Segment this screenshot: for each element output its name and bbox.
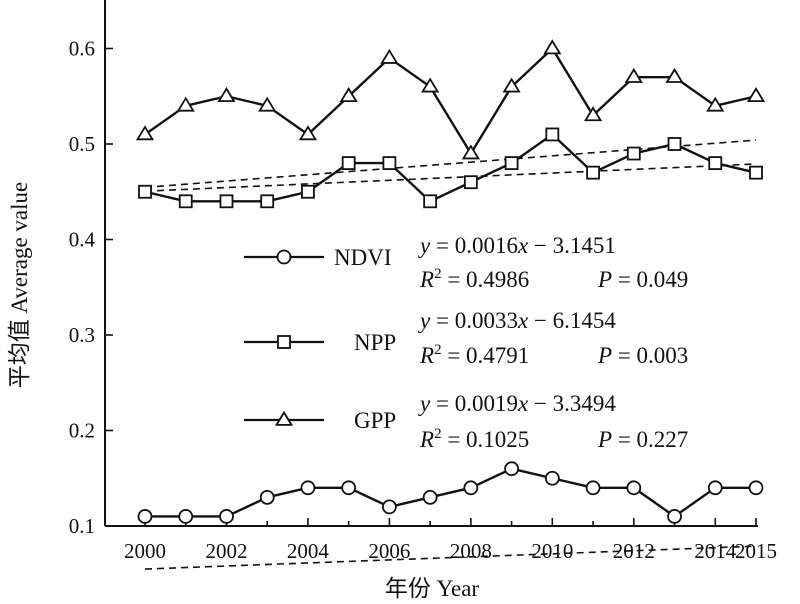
npp-point: [749, 165, 763, 180]
gpp-point: [176, 96, 195, 112]
gpp-point: [624, 67, 643, 83]
gpp-point: [461, 144, 480, 160]
gpp-point: [421, 77, 440, 93]
npp-point: [382, 156, 397, 171]
gpp-point: [339, 87, 358, 103]
ndvi-point: [667, 509, 682, 524]
x-tick-label: 2012: [613, 539, 655, 563]
x-axis-title: 年份 Year: [385, 576, 479, 601]
x-tick-label: 2015: [735, 539, 777, 563]
ndvi-point: [259, 489, 275, 505]
y-tick-label: 0.2: [69, 419, 95, 443]
npp-point: [708, 156, 723, 171]
x-tick-label: 2010: [531, 539, 573, 563]
x-tick-label: 2002: [205, 539, 247, 563]
ndvi-point: [137, 509, 153, 524]
npp-point: [463, 175, 478, 190]
gpp-equation: y = 0.0019x − 3.3494: [418, 391, 616, 416]
x-tick-label: 2000: [124, 539, 166, 563]
npp-point: [586, 165, 600, 180]
npp-point: [138, 184, 152, 199]
npp-point: [626, 146, 641, 161]
x-tick-label: 2008: [450, 539, 492, 563]
npp-point: [301, 184, 315, 199]
markers: [135, 39, 766, 524]
series-lines: [144, 47, 757, 518]
npp-point: [423, 194, 438, 209]
y-tick-label: 0.4: [69, 228, 96, 252]
npp-series-line: [144, 133, 757, 203]
ndvi-point: [748, 480, 764, 496]
gpp-point: [380, 48, 399, 64]
npp-legend-label: NPP: [354, 330, 396, 355]
ndvi-r2-p: R2 = 0.4986 P = 0.049: [419, 266, 688, 292]
gpp-point: [665, 67, 684, 83]
x-tick-label: 2014: [694, 539, 737, 563]
ndvi-point: [381, 499, 397, 515]
gpp-point: [135, 125, 155, 141]
ndvi-series-line: [145, 467, 756, 518]
gpp-point: [258, 96, 277, 112]
ndvi-trend-line: [144, 545, 757, 570]
gpp-series-line: [144, 47, 757, 155]
npp-equation: y = 0.0033x − 6.1454: [418, 308, 616, 333]
ndvi-point: [219, 509, 234, 524]
ndvi-point: [626, 480, 642, 496]
npp-point: [178, 194, 193, 209]
y-tick-label: 0.3: [69, 323, 95, 347]
ndvi-point: [463, 480, 479, 496]
ndvi-point: [178, 509, 194, 524]
y-tick-label: 0.5: [69, 132, 95, 156]
gpp-point: [746, 87, 766, 103]
gpp-point: [502, 77, 521, 93]
npp-r2-p: R2 = 0.4791 P = 0.003: [419, 342, 688, 368]
gpp-r2-p: R2 = 0.1025 P = 0.227: [419, 426, 688, 452]
ndvi-point: [544, 470, 560, 486]
npp-point: [341, 156, 356, 171]
gpp-point: [298, 125, 318, 141]
ndvi-point: [504, 461, 520, 477]
ndvi-equation: y = 0.0016x − 3.1451: [418, 233, 616, 258]
gpp-trend-line: [144, 163, 757, 192]
npp-point: [667, 137, 682, 151]
ndvi-legend-label: NDVI: [334, 245, 392, 270]
npp-legend-marker: [277, 335, 291, 349]
y-tick-label: 0.1: [69, 514, 95, 538]
npp-point: [545, 127, 560, 142]
gpp-point: [706, 96, 725, 112]
npp-point: [260, 194, 275, 209]
y-tick-label: 0.6: [69, 37, 95, 61]
ndvi-point: [341, 480, 357, 496]
gpp-point: [217, 87, 236, 103]
npp-point: [219, 194, 234, 209]
ndvi-legend-marker: [276, 249, 292, 265]
y-axis-title: 平均值 Average value: [7, 182, 32, 389]
gpp-point: [583, 106, 603, 122]
gpp-legend-marker: [274, 410, 294, 426]
ndvi-point: [422, 489, 438, 505]
gpp-point: [543, 39, 562, 55]
npp-point: [504, 156, 519, 171]
ndvi-point: [300, 480, 316, 496]
gpp-legend-label: GPP: [354, 408, 396, 433]
legend: NDVI y = 0.0016x − 3.1451 R2 = 0.4986 P = 0…: [244, 233, 688, 452]
ndvi-point: [585, 480, 601, 496]
ndvi-point: [707, 480, 723, 496]
x-tick-label: 2004: [287, 539, 330, 563]
